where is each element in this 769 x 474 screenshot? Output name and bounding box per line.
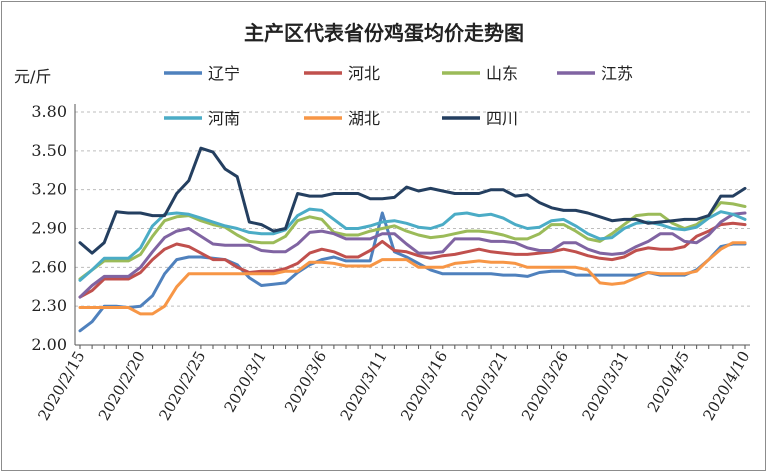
y-tick-label: 3.80 xyxy=(31,102,67,121)
legend-label: 四川 xyxy=(486,109,518,128)
y-tick-label: 2.60 xyxy=(31,257,67,276)
y-tick-label: 2.30 xyxy=(31,296,67,315)
series-line-6 xyxy=(78,241,747,316)
x-tick-label: 2020/4/10 xyxy=(699,348,753,424)
series-line-7 xyxy=(78,146,747,255)
x-tick-labels: 2020/2/15 2020/2/20 2020/2/25 2020/3/1 2020/… xyxy=(34,348,753,424)
chart-title: 主产区代表省份鸡蛋均价走势图 xyxy=(244,21,524,45)
x-tick-label: 2020/3/31 xyxy=(579,348,633,424)
y-tick-label: 3.20 xyxy=(31,180,67,199)
legend-label: 河南 xyxy=(208,109,240,128)
y-tick-label: 2.90 xyxy=(31,219,67,238)
series-line-1 xyxy=(78,211,747,333)
x-tick-label: 2020/4/5 xyxy=(644,348,693,415)
y-tick-label: 3.50 xyxy=(31,141,67,160)
series-line-4 xyxy=(78,211,747,299)
legend-label: 山东 xyxy=(486,64,518,83)
legend-label: 江苏 xyxy=(601,64,633,83)
x-tick-label: 2020/3/26 xyxy=(518,348,572,424)
x-tick-label: 2020/3/21 xyxy=(458,348,512,424)
legend-label: 辽宁 xyxy=(208,64,240,83)
legend-label: 湖北 xyxy=(348,109,380,128)
x-tick-label: 2020/2/20 xyxy=(95,348,149,424)
series-line-5 xyxy=(78,207,747,282)
x-tick-label: 2020/2/15 xyxy=(34,348,88,424)
grid-lines xyxy=(75,111,750,307)
x-tick-label: 2020/3/6 xyxy=(281,348,330,415)
x-tick-label: 2020/3/11 xyxy=(337,348,391,424)
legend-label: 河北 xyxy=(348,64,380,83)
x-tick-label: 2020/3/1 xyxy=(221,348,270,415)
y-tick-labels: 2.00 2.30 2.60 2.90 3.20 3.50 3.80 xyxy=(31,102,67,354)
x-tick-label: 2020/2/25 xyxy=(155,348,209,424)
y-axis-unit-label: 元/斤 xyxy=(14,67,51,86)
y-tick-label: 2.00 xyxy=(31,335,67,354)
series-lines xyxy=(78,146,747,333)
axes xyxy=(74,104,750,349)
series-line-2 xyxy=(78,221,747,299)
x-tick-label: 2020/3/16 xyxy=(397,348,451,424)
